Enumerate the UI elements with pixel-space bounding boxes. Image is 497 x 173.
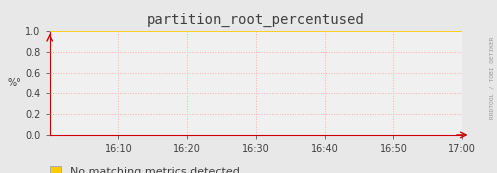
Title: partition_root_percentused: partition_root_percentused: [147, 13, 365, 27]
Text: RRDTOOL / TOBI OETIKER: RRDTOOL / TOBI OETIKER: [490, 37, 495, 119]
Y-axis label: %°: %°: [7, 78, 21, 88]
Legend: No matching metrics detected: No matching metrics detected: [50, 166, 240, 173]
